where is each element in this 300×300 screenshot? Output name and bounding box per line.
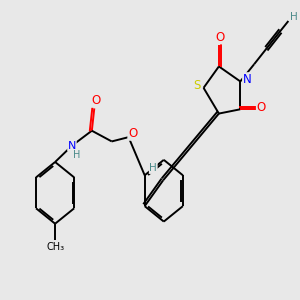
Text: H: H bbox=[73, 150, 80, 160]
Text: H: H bbox=[290, 12, 298, 22]
Text: N: N bbox=[68, 141, 76, 151]
Text: O: O bbox=[91, 94, 101, 107]
Text: S: S bbox=[193, 79, 200, 92]
Text: H: H bbox=[149, 164, 157, 173]
Text: CH₃: CH₃ bbox=[46, 242, 64, 252]
Text: O: O bbox=[256, 100, 266, 114]
Text: N: N bbox=[243, 73, 251, 86]
Text: O: O bbox=[216, 31, 225, 44]
Text: O: O bbox=[128, 127, 137, 140]
